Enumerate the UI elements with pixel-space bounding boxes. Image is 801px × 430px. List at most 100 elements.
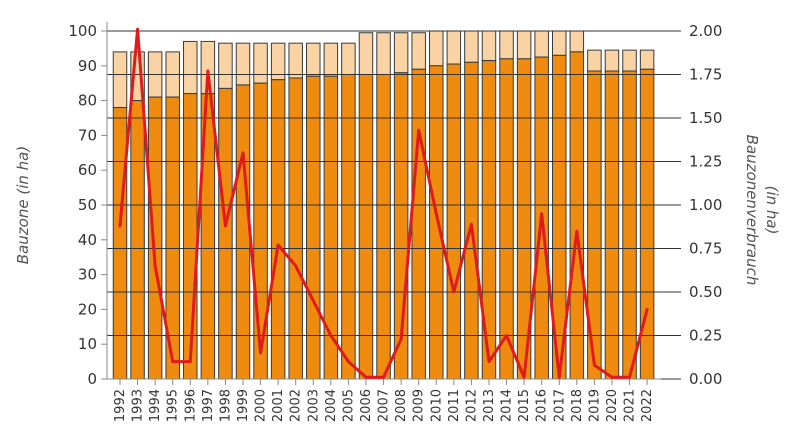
x-tick-label: 2004	[324, 389, 339, 422]
left-axis-ticks: 0 10 20 30 40 50 60 70 80 90 100	[68, 22, 107, 388]
bar-top-segment	[358, 32, 374, 75]
x-tick-label: 2005	[341, 389, 356, 422]
bar-base-segment	[622, 70, 637, 380]
bar-top-segment	[235, 42, 251, 86]
bar-top-segment	[446, 30, 462, 65]
bar-top-segment	[534, 30, 549, 58]
left-tick-label: 100	[68, 22, 97, 40]
bar-top-segment	[411, 32, 426, 70]
bar-base-segment	[341, 74, 356, 380]
bar-top-segment	[429, 30, 444, 67]
bar-top-segment	[341, 42, 356, 75]
right-tick-label: 1.50	[689, 109, 722, 127]
x-tick-label: 2001	[271, 389, 286, 422]
bar-base-segment	[358, 74, 374, 380]
bar-top-segment	[183, 40, 198, 95]
x-tick-label: 2013	[482, 389, 497, 422]
bar-top-segment	[639, 49, 655, 70]
x-tick-label: 2003	[306, 389, 321, 422]
x-tick-label: 2015	[517, 389, 532, 422]
x-tick-label: 2006	[359, 389, 374, 422]
bar-top-segment	[481, 30, 497, 62]
series-line	[118, 27, 649, 379]
bar-base-segment	[253, 82, 268, 380]
x-tick-label: 2009	[412, 389, 427, 422]
bar-base-segment	[306, 75, 321, 380]
bar-top-segment	[323, 42, 339, 77]
right-tick-label: 1.25	[689, 153, 722, 171]
bar-base-segment	[235, 84, 251, 380]
bar-base-segment	[604, 70, 620, 380]
y-axis-left-label: Bauzone (in ha)	[14, 146, 32, 264]
right-tick-label: 1.75	[689, 66, 722, 84]
bar-base-segment	[429, 65, 444, 380]
left-tick-label: 50	[78, 196, 97, 214]
x-tick-label: 1999	[236, 389, 251, 422]
x-tick-label: 1994	[148, 389, 163, 422]
bar-top-segment	[587, 49, 602, 72]
x-tick-label: 2008	[394, 389, 409, 422]
bar-base-segment	[446, 63, 462, 380]
bar-base-segment	[288, 77, 303, 380]
left-tick-label: 70	[78, 126, 97, 144]
x-tick-label: 2014	[500, 389, 515, 422]
bar-top-segment	[253, 42, 268, 84]
x-tick-label: 2007	[377, 389, 392, 422]
x-tick-label: 2012	[464, 389, 479, 422]
bar-base-segment	[569, 51, 585, 380]
bar-base-segment	[112, 107, 128, 380]
bar-top-segment	[376, 32, 391, 75]
left-tick-label: 30	[78, 266, 97, 284]
left-tick-label: 40	[78, 231, 97, 249]
right-tick-label: 2.00	[689, 22, 722, 40]
x-tick-label: 1995	[166, 389, 181, 422]
left-tick-label: 80	[78, 92, 97, 110]
x-tick-label: 2020	[605, 389, 620, 422]
bar-base-segment	[183, 93, 198, 380]
x-tick-label: 2016	[535, 389, 550, 422]
x-tick-label: 2011	[447, 389, 462, 422]
bar-base-segment	[464, 61, 479, 380]
bar-top-segment	[288, 42, 303, 79]
x-tick-label: 2018	[570, 389, 585, 422]
x-tick-label: 1993	[131, 389, 146, 422]
left-tick-label: 0	[87, 370, 97, 388]
x-tick-label: 2021	[623, 389, 638, 422]
x-tick-label: 2017	[552, 389, 567, 422]
x-tick-label: 2000	[254, 389, 269, 422]
bar-top-segment	[622, 49, 637, 72]
x-tick-label: 1996	[183, 389, 198, 422]
x-tick-label: 1997	[201, 389, 216, 422]
x-tick-label: 1992	[113, 389, 128, 422]
x-axis-ticks: 1992 1993 1994 1995 1996 1997 1998 1999 2000 2001…	[113, 379, 655, 422]
bar-top-segment	[218, 42, 233, 89]
left-tick-label: 60	[78, 161, 97, 179]
bar-base-segment	[499, 58, 514, 380]
bar-top-segment	[112, 51, 128, 109]
left-tick-label: 20	[78, 300, 97, 318]
bar-top-segment	[569, 30, 585, 53]
bar-top-segment	[464, 30, 479, 63]
right-tick-label: 1.00	[689, 196, 722, 214]
right-tick-label: 0.25	[689, 327, 722, 345]
bar-base-segment	[130, 100, 145, 380]
x-tick-label: 2022	[640, 389, 655, 422]
y-axis-right-label-line2: (in ha)	[763, 186, 781, 235]
y-axis-right-label-line1: Bauzonenverbrauch	[743, 135, 761, 286]
bar-top-segment	[516, 30, 532, 60]
x-tick-label: 1998	[218, 389, 233, 422]
bar-top-segment	[393, 32, 409, 74]
right-tick-label: 0.75	[689, 240, 722, 258]
x-tick-label: 2010	[429, 389, 444, 422]
bar-top-segment	[306, 42, 321, 77]
bar-base-segment	[411, 68, 426, 380]
left-tick-label: 10	[78, 335, 97, 353]
right-tick-label: 0.00	[689, 370, 722, 388]
bar-top-segment	[604, 49, 620, 72]
right-tick-label: 0.50	[689, 283, 722, 301]
x-tick-label: 2002	[289, 389, 304, 422]
bar-top-segment	[552, 30, 567, 56]
x-tick-label: 2019	[587, 389, 602, 422]
bar-base-segment	[147, 96, 163, 380]
